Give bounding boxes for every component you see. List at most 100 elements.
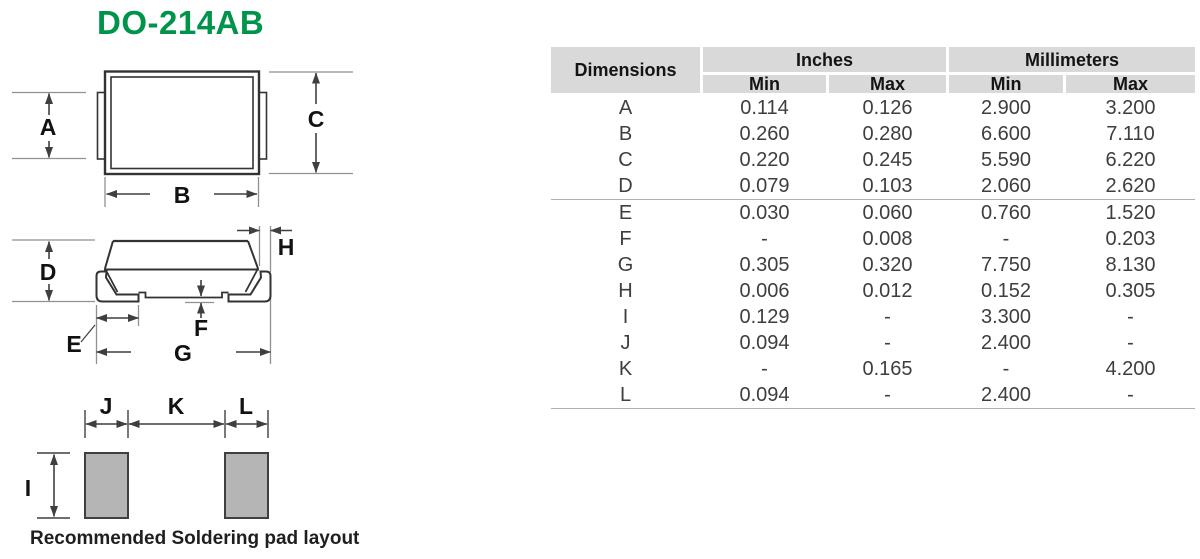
cell-in-max: 0.280 (862, 123, 913, 145)
dim-label-k: K (168, 393, 185, 419)
header-dimensions: Dimensions (551, 47, 700, 93)
cell-in-min: - (761, 228, 768, 250)
cell-dim: A (618, 97, 633, 119)
header-mm-min: Min (949, 75, 1063, 93)
cell-mm-min: - (1002, 228, 1010, 250)
side-view-drawing: D H F E G (12, 226, 294, 366)
cell-mm-min: 6.600 (980, 123, 1032, 145)
cell-mm-max: - (1127, 306, 1134, 328)
solder-pad-right (224, 452, 269, 519)
dim-label-l: L (239, 393, 253, 419)
cell-dim: F (619, 228, 632, 250)
cell-in-max: 0.060 (862, 202, 913, 224)
side-view-lead-right (227, 270, 272, 303)
dim-label-c: C (308, 106, 325, 132)
cell-mm-max: - (1127, 384, 1134, 406)
side-view-body (95, 239, 272, 303)
cell-mm-max: - (1127, 332, 1134, 354)
solder-pad-left (84, 452, 129, 519)
cell-in-max: 0.012 (862, 280, 913, 302)
dim-label-h: H (278, 234, 295, 260)
cell-mm-min: 2.400 (980, 384, 1032, 406)
cell-dim: L (619, 384, 632, 406)
dim-label-j: J (100, 393, 113, 419)
table-row-d: D 0.079 0.103 2.060 2.620 (551, 173, 1195, 200)
cell-in-max: 0.165 (862, 358, 913, 380)
cell-in-min: 0.094 (739, 332, 790, 354)
cell-mm-min: 0.152 (980, 280, 1032, 302)
cell-dim: J (620, 332, 631, 354)
cell-mm-max: 0.305 (1105, 280, 1156, 302)
cell-mm-max: 7.110 (1106, 123, 1155, 145)
cell-mm-min: 3.300 (980, 306, 1032, 328)
cell-mm-max: 8.130 (1105, 254, 1156, 276)
side-view-lead-left (95, 270, 140, 303)
dim-label-d: D (40, 259, 57, 285)
cell-mm-max: 4.200 (1105, 358, 1156, 380)
header-mm-max: Max (1066, 75, 1195, 93)
cell-in-min: 0.220 (739, 149, 790, 171)
cell-in-min: 0.006 (739, 280, 790, 302)
header-inches-min: Min (703, 75, 826, 93)
table-header: Dimensions Inches Millimeters Min Max Mi… (551, 47, 1195, 93)
dim-label-f: F (194, 315, 208, 341)
cell-in-min: 0.305 (739, 254, 790, 276)
cell-dim: E (618, 202, 633, 224)
cell-mm-min: 2.060 (980, 175, 1032, 197)
header-millimeters: Millimeters (949, 47, 1195, 72)
cell-dim: H (618, 280, 633, 302)
table-row-i: I 0.129 - 3.300 - (551, 304, 1195, 330)
table-body: A 0.114 0.126 2.900 3.200 B 0.260 0.280 … (551, 93, 1195, 409)
table-row-e: E 0.030 0.060 0.760 1.520 (551, 200, 1195, 226)
package-diagram-svg: A C B (12, 70, 353, 519)
cell-mm-min: 5.590 (980, 149, 1032, 171)
table-row-j: J 0.094 - 2.400 - (551, 330, 1195, 356)
dim-label-a: A (40, 114, 57, 140)
cell-in-min: 0.114 (740, 97, 789, 119)
cell-dim: D (618, 175, 633, 197)
cell-mm-min: 2.900 (980, 97, 1032, 119)
cell-in-max: 0.245 (862, 149, 913, 171)
cell-in-max: 0.320 (862, 254, 913, 276)
cell-dim: K (618, 358, 633, 380)
table-row-c: C 0.220 0.245 5.590 6.220 (551, 147, 1195, 173)
pad-layout-caption: Recommended Soldering pad layout (30, 528, 360, 549)
cell-in-min: 0.260 (739, 123, 790, 145)
cell-dim: G (617, 254, 634, 276)
page-title: DO-214AB (97, 4, 265, 41)
table-row-h: H 0.006 0.012 0.152 0.305 (551, 278, 1195, 304)
cell-in-max: 0.126 (862, 97, 913, 119)
cell-in-max: - (884, 306, 891, 328)
top-view-drawing: A C B (12, 70, 353, 208)
cell-in-min: 0.030 (739, 202, 790, 224)
table-row-f: F - 0.008 - 0.203 (551, 226, 1195, 252)
cell-in-max: - (884, 384, 891, 406)
cell-in-min: 0.129 (739, 306, 790, 328)
cell-in-min: 0.079 (739, 175, 790, 197)
dim-label-b: B (174, 182, 191, 208)
dim-label-i: I (25, 475, 31, 501)
cell-mm-min: 0.760 (980, 202, 1032, 224)
cell-in-min: - (761, 358, 768, 380)
cell-mm-max: 1.520 (1105, 202, 1156, 224)
cell-mm-min: - (1002, 358, 1010, 380)
cell-in-max: 0.103 (862, 175, 913, 197)
cell-dim: B (618, 123, 633, 145)
table-row-l: L 0.094 - 2.400 - (551, 382, 1195, 409)
cell-dim: C (618, 149, 633, 171)
table-row-k: K - 0.165 - 4.200 (551, 356, 1195, 382)
dimensions-table: Dimensions Inches Millimeters Min Max Mi… (551, 47, 1195, 409)
dim-label-e: E (66, 331, 81, 357)
top-view-body (96, 70, 268, 176)
cell-mm-max: 6.220 (1105, 149, 1156, 171)
cell-in-min: 0.094 (739, 384, 790, 406)
table-row-b: B 0.260 0.280 6.600 7.110 (551, 121, 1195, 147)
cell-in-max: - (884, 332, 891, 354)
cell-mm-min: 7.750 (980, 254, 1032, 276)
cell-mm-min: 2.400 (980, 332, 1032, 354)
cell-in-max: 0.008 (862, 228, 913, 250)
cell-mm-max: 0.203 (1105, 228, 1156, 250)
header-inches-max: Max (829, 75, 946, 93)
dim-label-g: G (174, 340, 192, 366)
pad-layout-drawing: J K L I (25, 393, 269, 519)
